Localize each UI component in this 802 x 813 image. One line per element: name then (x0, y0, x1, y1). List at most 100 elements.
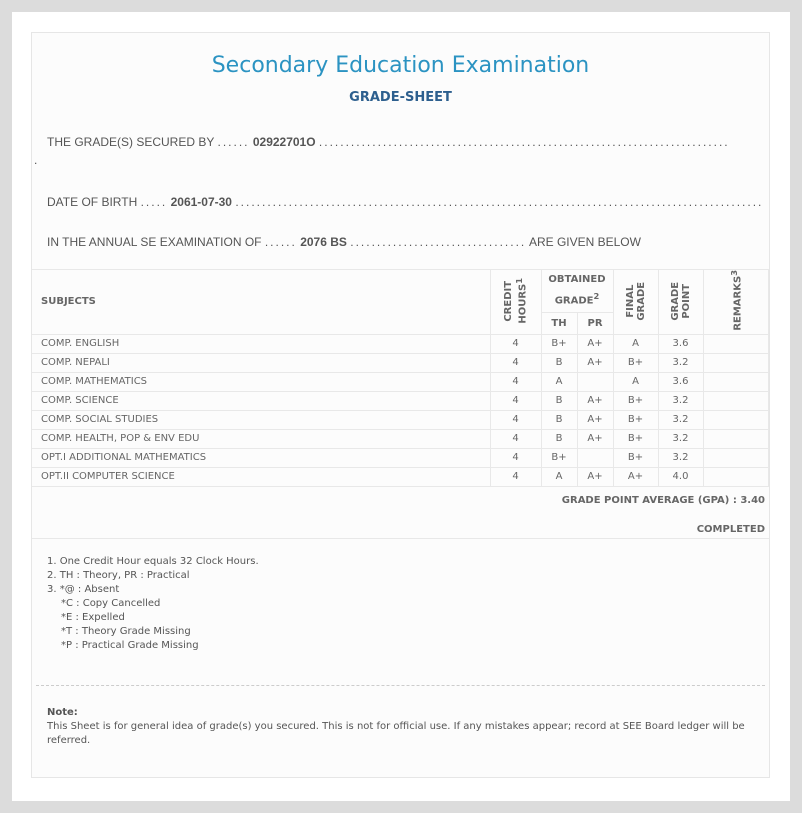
header-credit-hours: CREDIT HOURS1 (489, 269, 542, 335)
cell-gp: 3.2 (657, 352, 704, 373)
header-obtained-grade: OBTAINED GRADE2 (540, 268, 614, 314)
grades-table: SUBJECTS CREDIT HOURS1 OBTAINED GRADE2 F… (32, 268, 769, 487)
cell-th: B (540, 390, 578, 411)
result-status: COMPLETED (696, 524, 765, 535)
cell-gp: 3.2 (657, 390, 704, 411)
exam-suffix: ARE GIVEN BELOW (528, 235, 641, 249)
exam-line: IN THE ANNUAL SE EXAMINATION OF ...... 2… (47, 235, 641, 249)
cell-pr: A+ (576, 333, 614, 354)
cell-remarks (702, 409, 769, 430)
cell-credit: 4 (489, 409, 542, 430)
footnotes: 1. One Credit Hour equals 32 Clock Hours… (47, 555, 259, 653)
cell-final: A (612, 333, 659, 354)
cell-th: B (540, 428, 578, 449)
cell-gp: 3.6 (657, 333, 704, 354)
note-label: Note: (47, 707, 78, 718)
header-pr: PR (576, 312, 614, 335)
table-row: OPT.II COMPUTER SCIENCE 4 A A+ A+ 4.0 (32, 466, 769, 487)
cell-pr: A+ (576, 409, 614, 430)
dob-value: 2061-07-30 (170, 195, 232, 209)
header-final-grade: FINAL GRADE (612, 269, 659, 335)
exam-label: IN THE ANNUAL SE EXAMINATION OF (47, 235, 262, 249)
remark-code: *P : Practical Grade Missing (61, 640, 199, 651)
page-title: Secondary Education Examination (211, 53, 590, 78)
page: Secondary Education Examination GRADE-SH… (12, 12, 790, 801)
cell-gp: 3.6 (657, 371, 704, 392)
table-row: COMP. NEPALI 4 B A+ B+ 3.2 (32, 352, 769, 373)
cell-gp: 3.2 (657, 409, 704, 430)
cell-remarks (702, 352, 769, 373)
cell-final: B+ (612, 409, 659, 430)
dot: . (34, 153, 38, 167)
cell-th: B+ (540, 333, 578, 354)
secured-by-line: THE GRADE(S) SECURED BY ...... 02922701O… (47, 135, 730, 149)
cell-subject: COMP. SCIENCE (32, 390, 491, 411)
cell-th: A (540, 371, 578, 392)
cell-remarks (702, 390, 769, 411)
cell-pr (576, 447, 614, 468)
cell-final: B+ (612, 390, 659, 411)
cell-remarks (702, 371, 769, 392)
table-row: OPT.I ADDITIONAL MATHEMATICS 4 B+ B+ 3.2 (32, 447, 769, 468)
cell-credit: 4 (489, 447, 542, 468)
cell-th: A (540, 466, 578, 487)
cell-remarks (702, 466, 769, 487)
note: Note: This Sheet is for general idea of … (47, 706, 749, 748)
cell-credit: 4 (489, 352, 542, 373)
cell-final: B+ (612, 447, 659, 468)
footnote: 3. *@ : Absent (47, 584, 120, 595)
cell-remarks (702, 333, 769, 354)
symbol-number: 02922701O (252, 135, 316, 149)
cell-subject: COMP. ENGLISH (32, 333, 491, 354)
page-subtitle: GRADE-SHEET (349, 90, 452, 105)
cell-pr: A+ (576, 390, 614, 411)
divider (32, 538, 769, 539)
remark-code: *C : Copy Cancelled (61, 598, 161, 609)
cell-subject: COMP. NEPALI (32, 352, 491, 373)
cell-pr: A+ (576, 352, 614, 373)
table-row: COMP. MATHEMATICS 4 A A 3.6 (32, 371, 769, 392)
cell-gp: 3.2 (657, 447, 704, 468)
cell-gp: 3.2 (657, 428, 704, 449)
cell-remarks (702, 447, 769, 468)
table-row: COMP. SCIENCE 4 B A+ B+ 3.2 (32, 390, 769, 411)
dob-line: DATE OF BIRTH ..... 2061-07-30 .........… (47, 195, 761, 209)
grade-sheet-card: Secondary Education Examination GRADE-SH… (31, 32, 770, 778)
cell-pr: A+ (576, 428, 614, 449)
cell-final: A (612, 371, 659, 392)
header-subjects: SUBJECTS (32, 269, 491, 335)
cell-credit: 4 (489, 390, 542, 411)
cell-subject: COMP. HEALTH, POP & ENV EDU (32, 428, 491, 449)
cell-subject: OPT.I ADDITIONAL MATHEMATICS (32, 447, 491, 468)
header-grade-point: GRADE POINT (657, 269, 704, 335)
cell-gp: 4.0 (657, 466, 704, 487)
dashed-divider (36, 685, 765, 686)
remark-code: *T : Theory Grade Missing (61, 626, 191, 637)
gpa: GRADE POINT AVERAGE (GPA) : 3.40 (561, 495, 765, 506)
cell-pr: A+ (576, 466, 614, 487)
cell-final: B+ (612, 352, 659, 373)
cell-remarks (702, 428, 769, 449)
cell-subject: COMP. MATHEMATICS (32, 371, 491, 392)
table-row: COMP. HEALTH, POP & ENV EDU 4 B A+ B+ 3.2 (32, 428, 769, 449)
footnote: 2. TH : Theory, PR : Practical (47, 570, 190, 581)
note-text: This Sheet is for general idea of grade(… (47, 721, 745, 746)
cell-credit: 4 (489, 466, 542, 487)
cell-th: B (540, 352, 578, 373)
header-th: TH (540, 312, 578, 335)
cell-final: A+ (612, 466, 659, 487)
footnote: 1. One Credit Hour equals 32 Clock Hours… (47, 556, 259, 567)
cell-th: B (540, 409, 578, 430)
dob-label: DATE OF BIRTH (47, 195, 138, 209)
cell-credit: 4 (489, 371, 542, 392)
cell-pr (576, 371, 614, 392)
header-remarks: REMARKS3 (702, 269, 769, 335)
table-row: COMP. SOCIAL STUDIES 4 B A+ B+ 3.2 (32, 409, 769, 430)
cell-subject: OPT.II COMPUTER SCIENCE (32, 466, 491, 487)
cell-th: B+ (540, 447, 578, 468)
cell-subject: COMP. SOCIAL STUDIES (32, 409, 491, 430)
exam-year: 2076 BS (300, 235, 347, 249)
cell-credit: 4 (489, 428, 542, 449)
cell-final: B+ (612, 428, 659, 449)
cell-credit: 4 (489, 333, 542, 354)
